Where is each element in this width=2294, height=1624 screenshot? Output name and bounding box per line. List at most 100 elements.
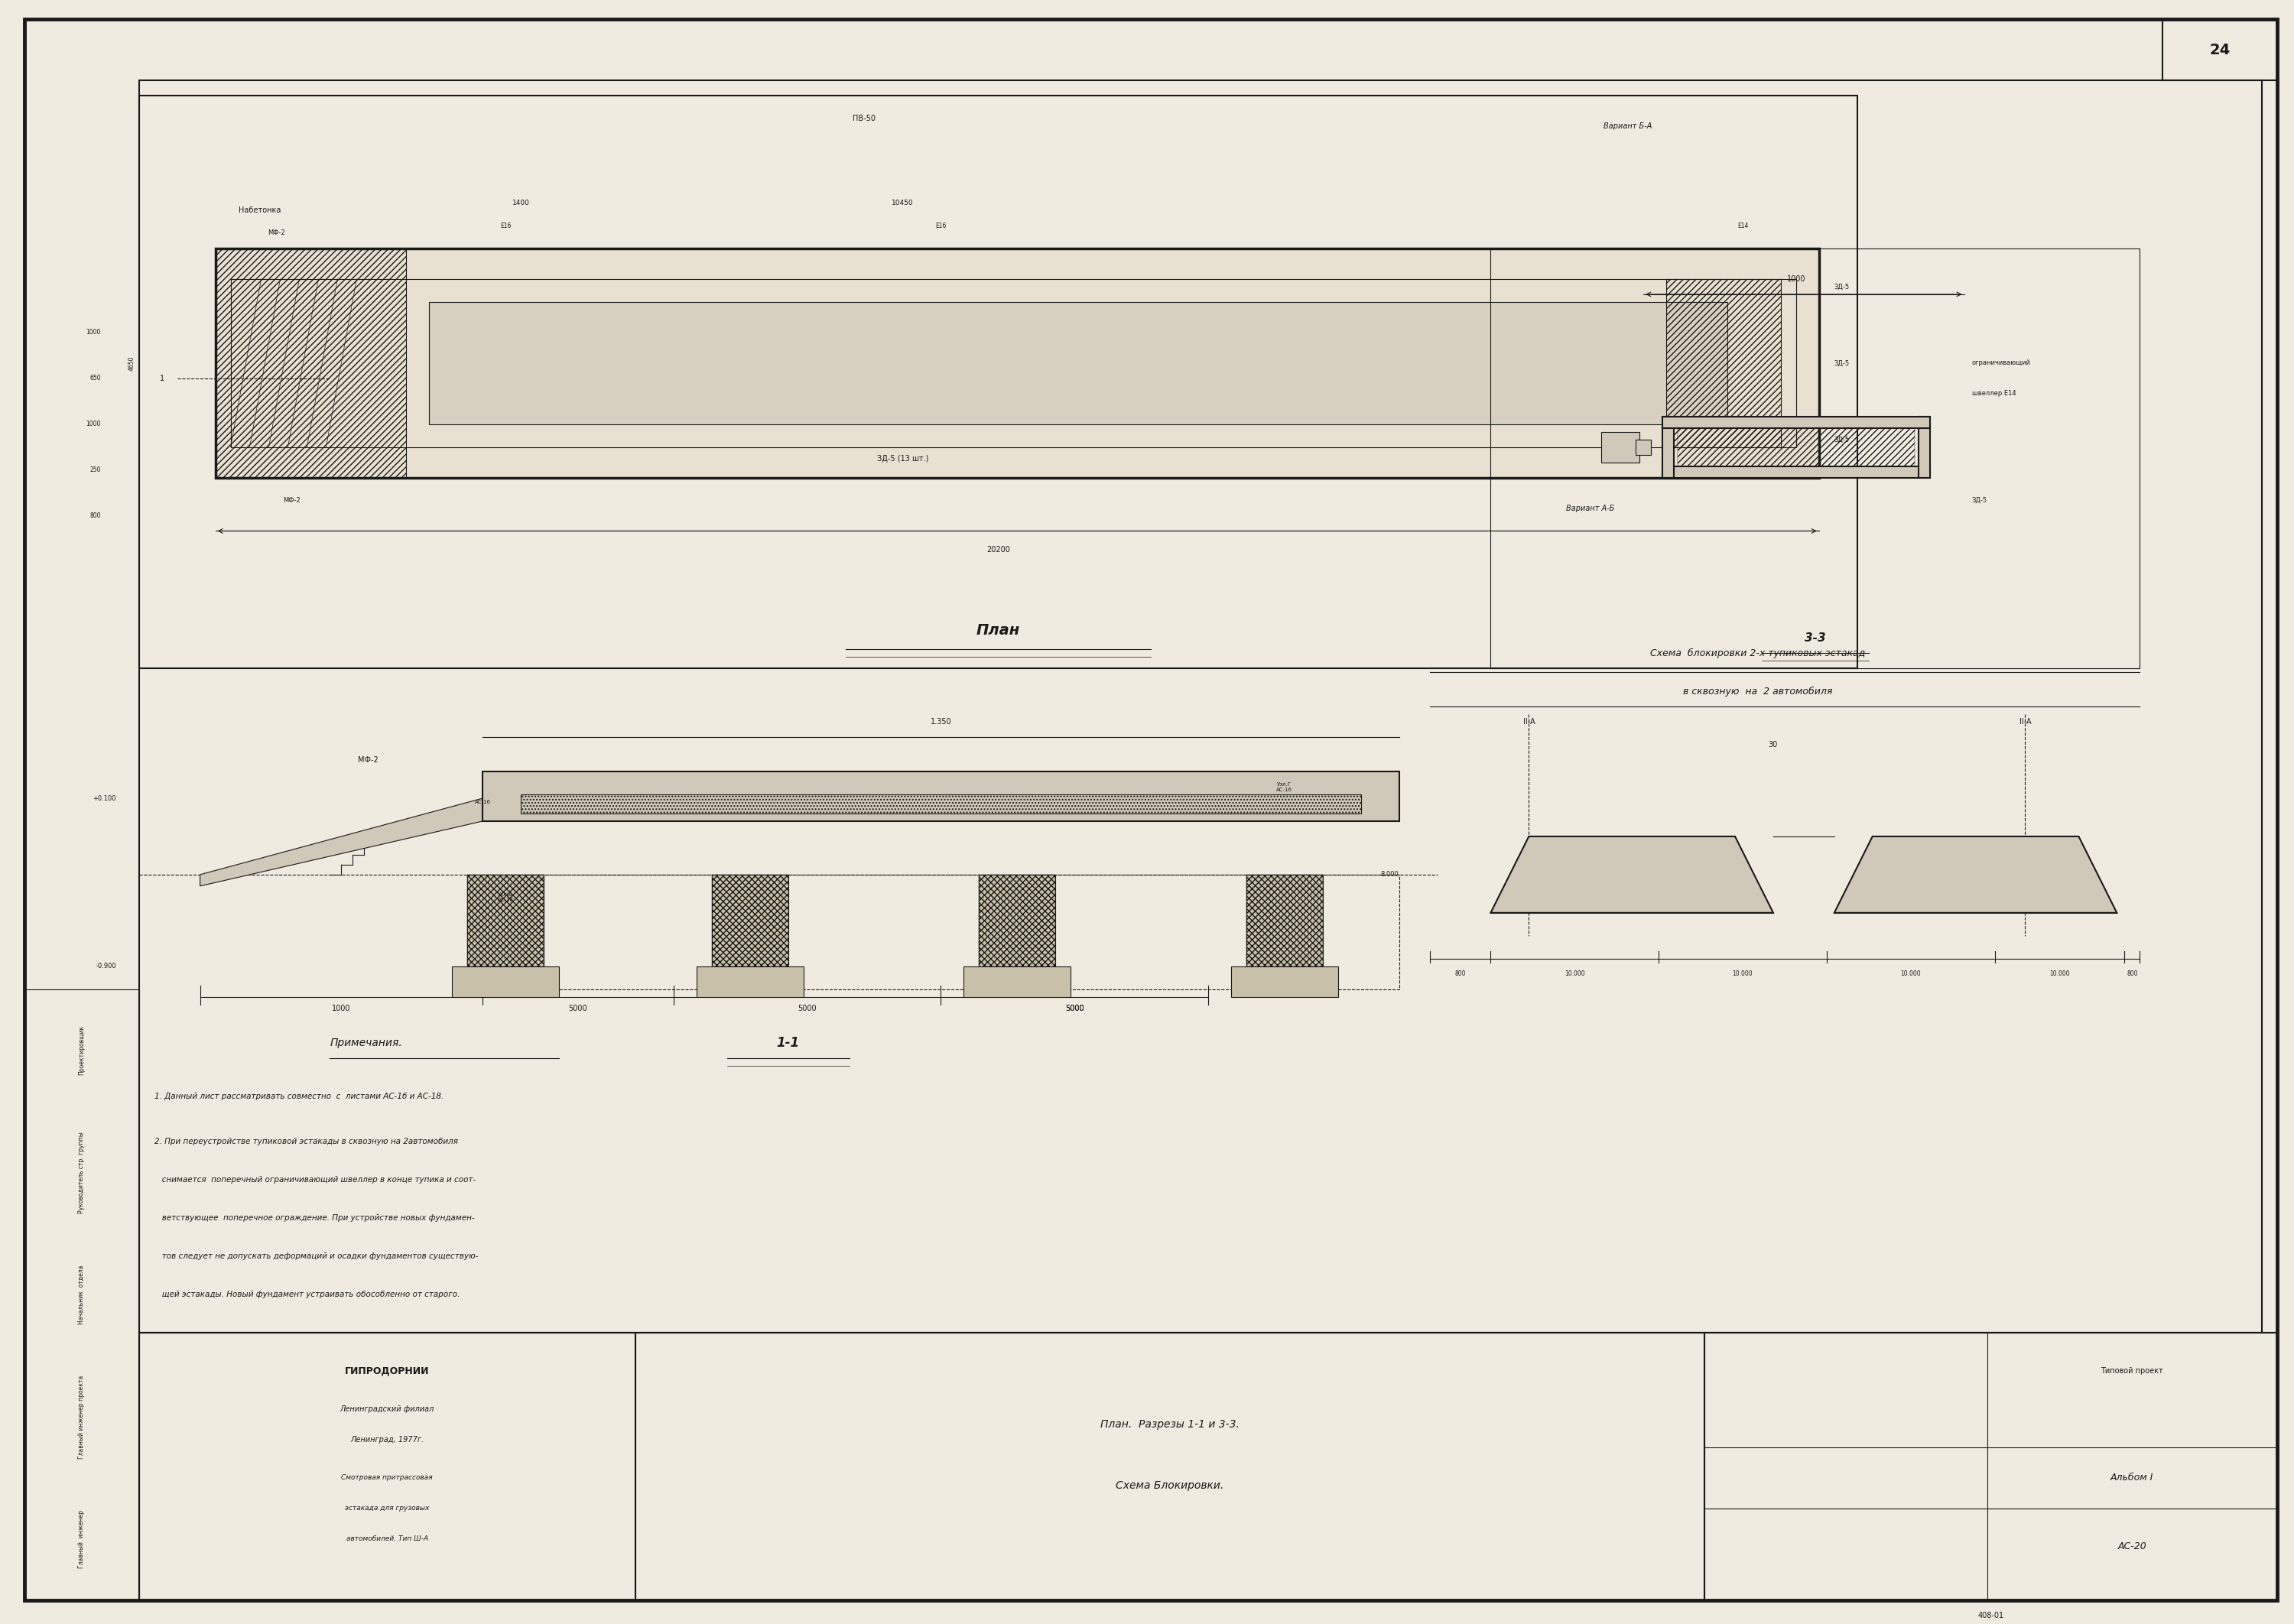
Text: 1000: 1000 (333, 1004, 351, 1012)
Text: Типовой проект: Типовой проект (2101, 1367, 2163, 1376)
Text: 4650: 4650 (128, 356, 135, 370)
Text: Схема  блокировки 2-х тупиковых эстакад: Схема блокировки 2-х тупиковых эстакад (1649, 648, 1865, 658)
Text: 650: 650 (89, 375, 101, 382)
Text: ограничивающий: ограничивающий (1973, 359, 2030, 367)
Text: 1000: 1000 (1787, 274, 1805, 283)
Bar (635, 1333, 1704, 1600)
Bar (711, 875, 789, 966)
Text: План: План (977, 624, 1021, 638)
Text: 408-01: 408-01 (1977, 1611, 2005, 1619)
Bar (140, 96, 1858, 669)
Bar (216, 248, 1819, 477)
Bar (2163, 19, 2278, 81)
Text: снимается  поперечный ограничивающий швеллер в конце тупика и соот-: снимается поперечный ограничивающий швел… (154, 1176, 475, 1184)
Text: 2. При переустройстве тупиковой эстакады в сквозную на 2автомобиля: 2. При переустройстве тупиковой эстакады… (154, 1138, 459, 1145)
Text: АС-20: АС-20 (2117, 1541, 2147, 1551)
Text: МФ-2: МФ-2 (268, 229, 284, 237)
Bar (1246, 875, 1324, 966)
Bar (1663, 466, 1929, 477)
Text: ЗД-5: ЗД-5 (1835, 435, 1849, 443)
Text: Смотровая притрассовая: Смотровая притрассовая (342, 1475, 434, 1481)
Text: II-A: II-A (1523, 718, 1535, 726)
Bar (482, 875, 1399, 989)
Bar (482, 771, 1399, 822)
Bar (468, 875, 544, 966)
Bar (232, 279, 1796, 447)
Text: 800: 800 (2127, 971, 2138, 978)
Text: 1: 1 (161, 375, 165, 382)
Text: +0.100: +0.100 (92, 794, 117, 802)
Text: Ленинград, 1977г.: Ленинград, 1977г. (351, 1436, 424, 1444)
Text: МФ-2: МФ-2 (358, 757, 379, 763)
Text: эстакада для грузовых: эстакада для грузовых (344, 1505, 429, 1512)
Text: 5000: 5000 (1064, 1004, 1083, 1012)
Text: Руководитель стр. группы: Руководитель стр. группы (78, 1132, 85, 1213)
Text: Набетонка: Набетонка (239, 206, 280, 214)
Bar (468, 875, 544, 966)
Polygon shape (1835, 836, 2117, 913)
Text: Схема Блокировки.: Схема Блокировки. (1115, 1479, 1225, 1491)
Bar (1491, 248, 2140, 669)
Bar (1918, 416, 1929, 477)
Text: Е16: Е16 (936, 222, 947, 229)
Text: Ленинградский филиал: Ленинградский филиал (340, 1405, 434, 1413)
Bar (1601, 432, 1640, 463)
Text: 8.000: 8.000 (1381, 870, 1399, 879)
Polygon shape (1491, 836, 1773, 913)
Text: Е14: Е14 (1737, 222, 1748, 229)
Text: швеллер Е14: швеллер Е14 (1973, 390, 2016, 396)
Bar (1677, 427, 1915, 466)
Text: Примечания.: Примечания. (330, 1038, 401, 1047)
Text: автомобилей. Тип Ш-А: автомобилей. Тип Ш-А (346, 1536, 429, 1543)
Bar (429, 302, 1727, 424)
Text: тов следует не допускать деформаций и осадки фундаментов существую-: тов следует не допускать деформаций и ос… (154, 1252, 477, 1260)
Text: 250: 250 (89, 466, 101, 473)
Text: 1-1: 1-1 (778, 1036, 801, 1049)
Text: 5000: 5000 (569, 1004, 587, 1012)
Text: в сквозную  на  2 автомобиля: в сквозную на 2 автомобиля (1684, 687, 1833, 697)
Text: 1000: 1000 (85, 421, 101, 427)
Bar (711, 875, 789, 966)
Bar (25, 989, 140, 1600)
Text: II-A: II-A (2019, 718, 2030, 726)
Text: Узл.Б
АС-18: Узл.Б АС-18 (498, 893, 514, 903)
Bar (697, 966, 803, 997)
Bar (216, 248, 406, 477)
Text: 5000: 5000 (1064, 1004, 1083, 1012)
Text: 800: 800 (1454, 971, 1466, 978)
Text: 10.000: 10.000 (2049, 971, 2069, 978)
Bar (1246, 875, 1324, 966)
Text: 1000: 1000 (85, 330, 101, 336)
Bar (1636, 440, 1652, 455)
Text: 800: 800 (89, 512, 101, 520)
Text: 5000: 5000 (798, 1004, 817, 1012)
Text: щей эстакады. Новый фундамент устраивать обособленно от старого.: щей эстакады. Новый фундамент устраивать… (154, 1291, 459, 1299)
Bar (452, 966, 560, 997)
Text: 3-3: 3-3 (1805, 632, 1826, 643)
Text: АС-16: АС-16 (475, 799, 491, 804)
Text: 24: 24 (2209, 42, 2230, 57)
Text: Главный инженер проекта: Главный инженер проекта (78, 1376, 85, 1458)
Text: ЗД-5 (13 шт.): ЗД-5 (13 шт.) (876, 455, 929, 463)
Text: Альбом I: Альбом I (2110, 1473, 2154, 1483)
Bar (980, 875, 1055, 966)
Text: 10.000: 10.000 (1565, 971, 1585, 978)
Text: Е16: Е16 (500, 222, 512, 229)
Text: ГИПРОДОРНИИ: ГИПРОДОРНИИ (344, 1366, 429, 1376)
Text: ПВ-50: ПВ-50 (853, 115, 876, 122)
Text: 1400: 1400 (512, 200, 530, 206)
Text: Вариант А-Б: Вариант А-Б (1567, 505, 1615, 512)
Text: 1. Данный лист рассматривать совместно  с  листами АС-1б и АС-18.: 1. Данный лист рассматривать совместно с… (154, 1093, 443, 1099)
Text: -0.900: -0.900 (96, 963, 117, 970)
Bar (980, 875, 1055, 966)
Text: Проектировщик: Проектировщик (78, 1025, 85, 1075)
Text: 10.000: 10.000 (1732, 971, 1753, 978)
Bar (140, 1333, 635, 1600)
Polygon shape (200, 799, 482, 887)
Text: Вариант Б-А: Вариант Б-А (1604, 122, 1652, 130)
Text: 30: 30 (1769, 741, 1778, 749)
Bar (1232, 966, 1337, 997)
Bar (140, 81, 2262, 1333)
Bar (521, 794, 1360, 814)
Text: 10.000: 10.000 (1899, 971, 1920, 978)
